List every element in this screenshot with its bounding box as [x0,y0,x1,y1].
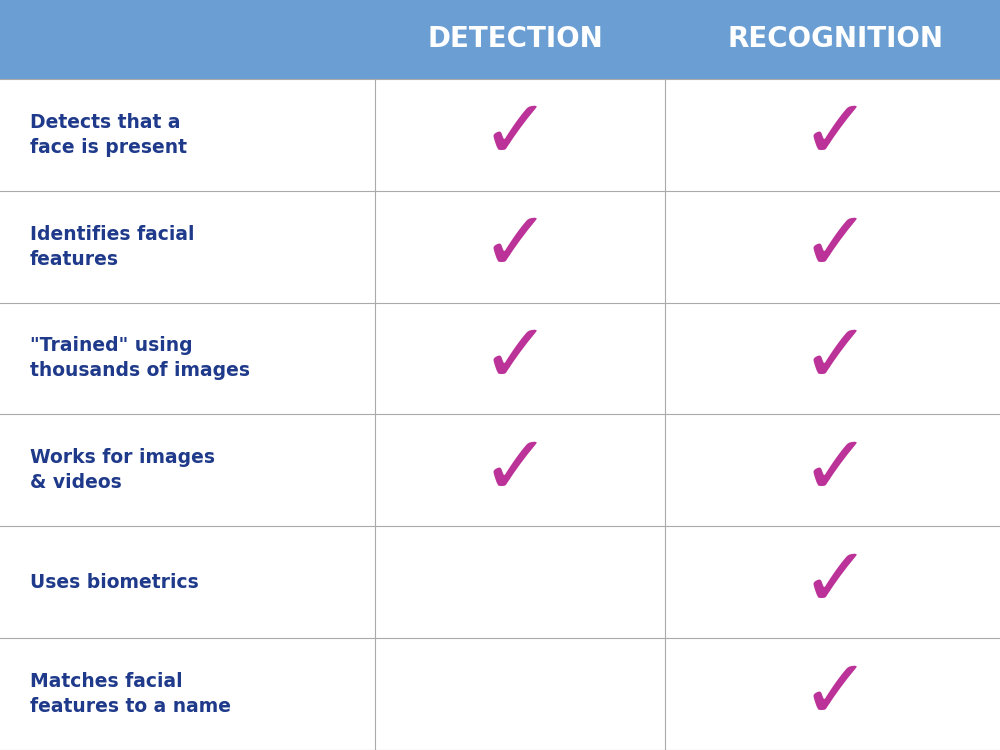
Text: Detects that a
face is present: Detects that a face is present [30,112,187,157]
Text: Identifies facial
features: Identifies facial features [30,224,194,268]
Text: Matches facial
features to a name: Matches facial features to a name [30,672,231,716]
Text: ✓: ✓ [480,94,550,176]
Bar [0,0,1000,79]
Text: RECOGNITION: RECOGNITION [727,26,943,53]
Text: ✓: ✓ [800,430,870,511]
Text: Uses biometrics: Uses biometrics [30,573,199,592]
Text: ✓: ✓ [800,653,870,734]
Text: ✓: ✓ [800,206,870,287]
Text: ✓: ✓ [800,318,870,399]
Text: ✓: ✓ [480,318,550,399]
Text: ✓: ✓ [480,430,550,511]
Text: ✓: ✓ [800,542,870,622]
Text: Works for images
& videos: Works for images & videos [30,448,215,492]
Text: ✓: ✓ [800,94,870,176]
Text: "Trained" using
thousands of images: "Trained" using thousands of images [30,337,250,380]
Text: ✓: ✓ [480,206,550,287]
Text: DETECTION: DETECTION [427,26,603,53]
